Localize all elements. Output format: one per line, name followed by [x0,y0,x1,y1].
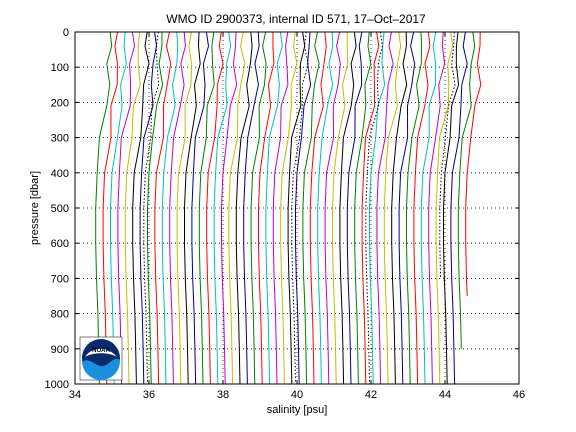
x-tick-label: 42 [365,389,377,401]
x-tick-label: 44 [439,389,451,401]
y-tick-label: 200 [51,97,69,109]
profile-line [398,31,416,385]
profile-line [406,31,423,385]
x-tick-label: 40 [291,389,303,401]
profile-line [317,31,334,385]
profile-line [435,31,454,385]
y-tick-label: 400 [51,168,69,180]
noaa-logo-wave [82,358,121,381]
profile-line [346,31,363,385]
profile-line [250,31,267,385]
profile-line [258,31,275,385]
noaa-logo-icon: NOAA [79,336,123,381]
y-tick-label: 900 [51,344,69,356]
profile-line [443,31,460,385]
y-tick-label: 300 [51,133,69,145]
profile-line [272,31,289,385]
profiles [95,31,482,385]
profile-line [324,31,341,385]
y-axis-label: pressure [dbar] [29,171,41,245]
profile-line [191,31,210,385]
x-tick-label: 36 [143,389,155,401]
profile-line [213,31,232,385]
profile-line [287,31,306,385]
profile-line [369,31,386,385]
y-tick-label: 600 [51,238,69,250]
profile-line [309,31,327,385]
profile-line [420,31,437,385]
x-axis: 34 36 38 40 42 44 46 [69,32,525,401]
profile-line [102,31,119,385]
reference-profile-line [291,31,309,385]
profile-line [206,31,224,385]
y-tick-label: 100 [51,62,69,74]
y-tick-label: 700 [51,273,69,285]
profile-line [428,31,446,385]
profile-line [465,31,482,297]
profile-line [339,31,357,385]
profile-line [265,31,283,385]
profile-line [354,31,372,385]
profile-line [198,31,215,385]
profile-line [161,31,179,385]
reference-profile-line [143,31,160,385]
profile-line [139,31,158,385]
noaa-logo-bird [85,348,117,357]
x-tick-label: 38 [217,389,229,401]
profile-line [243,31,260,385]
profile-line [154,31,172,385]
profile-line [110,31,127,385]
profile-line [132,31,150,385]
profile-line [184,31,201,385]
y-tick-label: 500 [51,203,69,215]
x-tick-label: 46 [513,389,525,401]
profile-line [302,31,320,385]
profile-line [124,31,141,385]
x-tick-label: 34 [69,389,81,401]
profile-line [95,31,113,385]
profile-line [450,31,468,385]
profile-line [413,31,431,385]
profile-line [117,31,136,385]
y-tick-label: 1000 [45,379,69,391]
profile-line [228,31,246,385]
profile-line [383,31,402,385]
profile-line [280,31,298,385]
profile-line [147,31,164,385]
y-axis: 0 100 200 300 400 500 600 700 800 900 1000 [45,27,519,391]
reference-profile-line [365,31,383,385]
profile-line [176,31,193,385]
profile-line [376,31,394,385]
x-axis-label: salinity [psu] [267,404,328,416]
y-tick-label: 800 [51,309,69,321]
reference-profile-line [439,31,456,279]
profile-line [332,31,349,385]
profile-line [457,31,476,349]
chart-title: WMO ID 2900373, internal ID 571, 17–Oct–… [166,12,426,26]
y-tick-label: 0 [63,27,69,39]
noaa-logo-label: NOAA [92,348,110,354]
profile-line [361,31,380,385]
profile-line [221,31,238,385]
profile-line [235,31,253,385]
profile-line [169,31,186,385]
profile-line [391,31,408,385]
